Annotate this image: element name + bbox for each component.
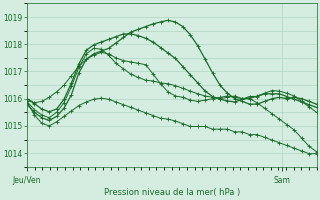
X-axis label: Pression niveau de la mer( hPa ): Pression niveau de la mer( hPa ) [104,188,240,197]
